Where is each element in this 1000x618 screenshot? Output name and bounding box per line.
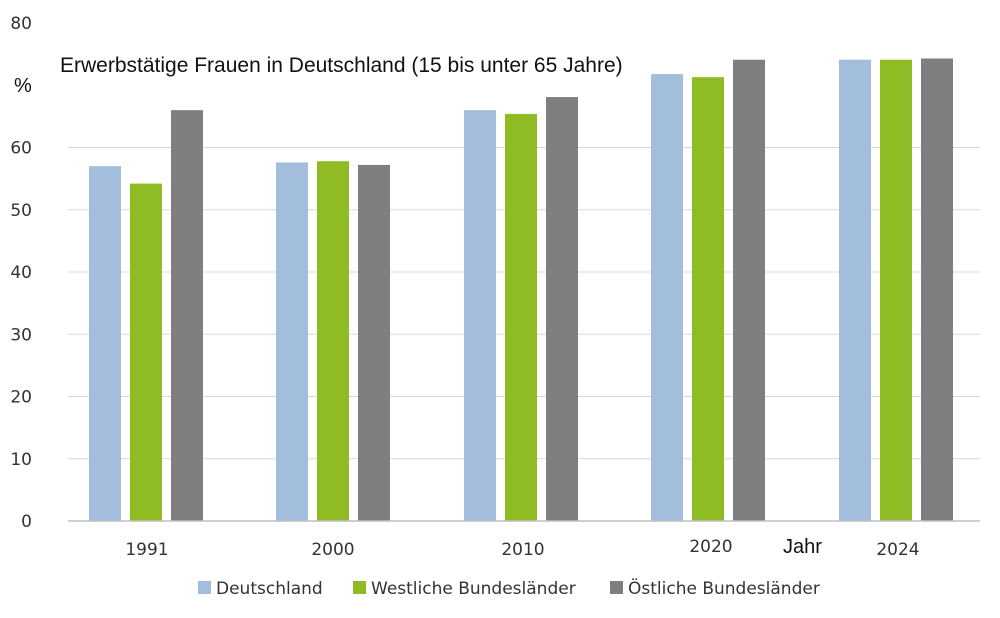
bar-1991-series-2	[130, 183, 162, 522]
bar-1991-series-1	[89, 166, 121, 522]
x-tick-label: 2010	[501, 540, 544, 560]
legend-label: Westliche Bundesländer	[371, 579, 576, 599]
bar-2010-series-2	[505, 113, 537, 521]
bar-2000-series-3	[358, 164, 390, 521]
x-tick-labels: 1991 2000 2010 2020 2024	[125, 537, 919, 560]
x-tick-label: 2000	[311, 540, 354, 560]
y-tick-labels: 0 10 20 30 40 50 60 80	[10, 14, 32, 532]
y-tick-label: 60	[10, 139, 32, 159]
legend-label: Deutschland	[216, 579, 323, 599]
y-tick-label: 0	[21, 512, 32, 532]
bar-2020-series-3	[733, 59, 765, 521]
legend-swatch	[198, 581, 211, 594]
y-tick-label: 30	[10, 325, 32, 345]
legend-swatch	[353, 581, 366, 594]
bar-2020-series-2	[692, 77, 724, 521]
bar-2010-series-3	[546, 97, 578, 521]
x-tick-label: 2020	[689, 537, 732, 557]
bar-2000-series-2	[317, 161, 349, 521]
y-axis-label: %	[14, 75, 32, 97]
bar-2024-series-1	[839, 59, 871, 521]
bar-2024-series-2	[880, 59, 912, 521]
x-axis-label: Jahr	[783, 536, 822, 558]
legend: Deutschland Westliche Bundesländer Östlich…	[198, 577, 820, 599]
legend-label: Östliche Bundesländer	[628, 577, 820, 599]
x-tick-label: 1991	[125, 540, 168, 560]
bar-2000-series-1	[276, 162, 308, 521]
y-tick-label: 50	[10, 201, 32, 221]
y-tick-label: 80	[10, 14, 32, 34]
legend-swatch	[610, 581, 623, 594]
bar-2020-series-1	[651, 74, 683, 522]
y-tick-label: 40	[10, 263, 32, 283]
bar-2024-series-3	[921, 58, 953, 522]
bars	[89, 58, 953, 522]
y-tick-label: 20	[10, 388, 32, 408]
bar-2010-series-1	[464, 110, 496, 522]
y-tick-label: 10	[10, 450, 32, 470]
bar-1991-series-3	[171, 110, 203, 522]
x-tick-label: 2024	[876, 540, 919, 560]
chart-title: Erwerbstätige Frauen in Deutschland (15 …	[60, 54, 623, 77]
